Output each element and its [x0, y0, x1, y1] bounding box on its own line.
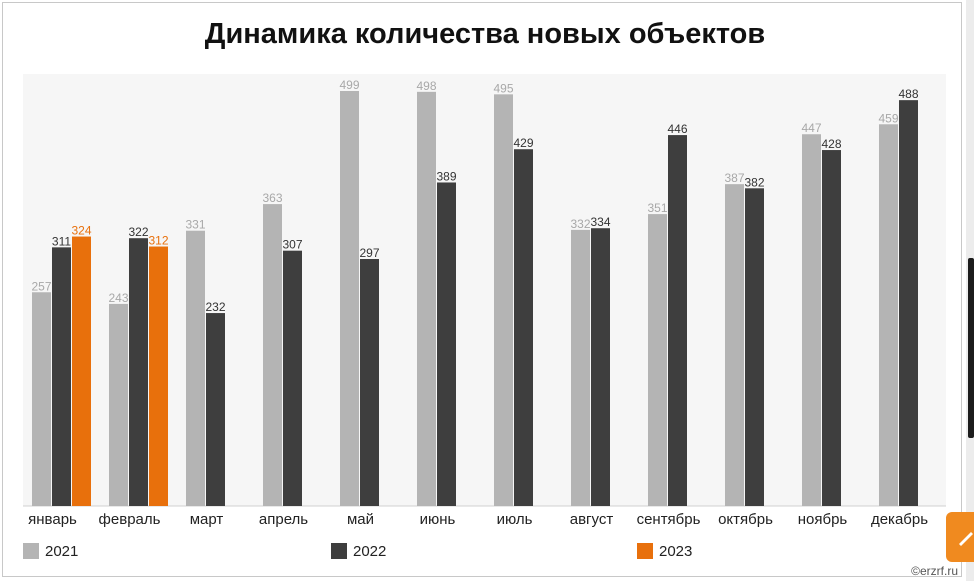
- plot-area: [23, 74, 946, 506]
- data-label-2021-1: 243: [108, 291, 128, 305]
- category-label-11: декабрь: [871, 511, 928, 528]
- legend-swatch-2023: [637, 543, 653, 559]
- data-label-2022-6: 429: [513, 136, 533, 150]
- bar-2021-1: [109, 303, 128, 506]
- data-label-2022-8: 446: [667, 122, 687, 136]
- bar-2022-4: [360, 258, 379, 506]
- data-label-2021-6: 495: [493, 81, 513, 95]
- category-label-8: сентябрь: [637, 511, 701, 528]
- data-label-2022-2: 232: [205, 300, 225, 314]
- data-label-2021-0: 257: [31, 279, 51, 293]
- category-label-3: апрель: [259, 511, 308, 528]
- bar-2022-5: [437, 182, 456, 506]
- data-label-2022-10: 428: [821, 137, 841, 151]
- bar-2022-3: [283, 250, 302, 506]
- scrollbar-thumb[interactable]: [968, 258, 974, 438]
- data-label-2021-7: 332: [570, 217, 590, 231]
- category-label-10: ноябрь: [798, 511, 848, 528]
- bar-2021-2: [186, 230, 205, 507]
- legend-swatch-2022: [331, 543, 347, 559]
- data-label-2021-3: 363: [262, 191, 282, 205]
- legend-label-2022: 2022: [353, 542, 387, 560]
- bar-2021-8: [648, 214, 667, 506]
- data-label-2021-8: 351: [647, 201, 667, 215]
- bar-2021-4: [340, 91, 359, 506]
- bar-2022-9: [745, 188, 764, 506]
- bar-2022-2: [206, 313, 225, 506]
- data-label-2021-10: 447: [801, 121, 821, 135]
- bar-2023-0: [72, 236, 91, 506]
- data-label-2021-11: 459: [878, 111, 898, 125]
- bar-2021-9: [725, 184, 744, 506]
- pencil-icon: [959, 532, 973, 546]
- bar-2022-7: [591, 228, 610, 507]
- data-label-2022-3: 307: [282, 238, 302, 252]
- data-label-2022-7: 334: [590, 215, 610, 229]
- bar-2021-5: [417, 91, 436, 506]
- bar-2021-11: [879, 124, 898, 506]
- bar-2022-11: [899, 100, 918, 506]
- bar-2021-3: [263, 204, 282, 507]
- bar-2022-6: [514, 149, 533, 506]
- watermark: ©erzrf.ru: [911, 564, 958, 578]
- legend-swatch-2021: [23, 543, 39, 559]
- data-label-2022-1: 322: [128, 225, 148, 239]
- category-label-2: март: [190, 511, 224, 528]
- category-label-9: октябрь: [718, 511, 773, 528]
- category-label-5: июнь: [420, 511, 456, 528]
- bar-2021-6: [494, 94, 513, 506]
- data-label-2023-0: 324: [71, 224, 91, 238]
- edit-button[interactable]: [946, 512, 974, 562]
- bar-2021-7: [571, 229, 590, 507]
- legend-item-2022: 2022: [331, 541, 386, 561]
- data-label-2022-4: 297: [359, 246, 379, 260]
- bar-2022-8: [668, 135, 687, 506]
- bar-2021-0: [32, 292, 51, 506]
- category-label-1: февраль: [99, 511, 161, 528]
- data-label-2021-2: 331: [185, 218, 205, 232]
- chart-title: Динамика количества новых объектов: [204, 18, 766, 50]
- data-label-2022-11: 488: [898, 87, 918, 101]
- category-label-6: июль: [497, 511, 533, 528]
- category-label-7: август: [570, 511, 614, 528]
- legend-item-2021: 2021: [23, 541, 78, 561]
- legend-label-2023: 2023: [659, 542, 693, 560]
- data-label-2022-0: 311: [52, 234, 71, 248]
- data-label-2022-5: 389: [436, 169, 456, 183]
- data-label-2021-9: 387: [724, 171, 744, 185]
- bar-2022-0: [52, 247, 71, 506]
- bar-2021-10: [802, 134, 821, 506]
- bar-2023-1: [149, 246, 168, 506]
- legend-item-2023: 2023: [637, 541, 692, 561]
- legend-label-2021: 2021: [45, 542, 79, 560]
- data-label-2021-4: 499: [339, 78, 359, 92]
- category-label-4: май: [347, 511, 374, 528]
- category-label-0: январь: [28, 511, 77, 528]
- scrollbar[interactable]: [966, 0, 974, 581]
- data-label-2023-1: 312: [148, 234, 168, 248]
- data-label-2021-5: 498: [416, 79, 436, 93]
- bar-2022-10: [822, 150, 841, 506]
- bar-2022-1: [129, 238, 148, 506]
- data-label-2022-9: 382: [744, 175, 764, 189]
